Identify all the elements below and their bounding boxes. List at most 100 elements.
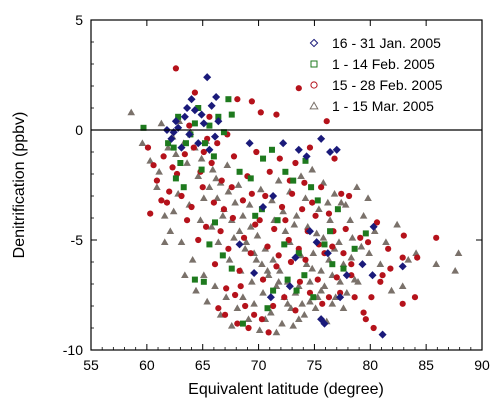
series-2-point-1	[165, 140, 172, 147]
series-3-point-68	[348, 272, 355, 279]
series-4-point-85	[281, 227, 290, 235]
legend-marker-3	[310, 81, 318, 89]
series-4-point-125	[203, 297, 211, 305]
series-2-point-17	[172, 175, 179, 182]
series-2-point-33	[301, 272, 308, 279]
series-2-point-50	[293, 287, 300, 294]
series-4-point-149	[290, 220, 299, 228]
series-4-point-154	[346, 216, 354, 224]
series-3-point-102	[385, 245, 392, 252]
series-3-point-41	[348, 261, 355, 268]
series-3-point-2	[206, 113, 213, 120]
series-4-point-118	[138, 139, 147, 147]
series-4-point-105	[364, 194, 372, 202]
series-4-point-93	[370, 227, 379, 235]
series-3-point-85	[199, 184, 206, 191]
series-4-point-146	[257, 185, 265, 193]
series-4-point-80	[225, 256, 234, 263]
series-3-point-45	[399, 254, 406, 261]
series-3-point-22	[181, 151, 188, 158]
series-4-point-147	[268, 196, 276, 204]
series-4-point-99	[297, 172, 305, 180]
series-4-point-129	[250, 300, 258, 307]
series-4-point-122	[196, 216, 205, 224]
series-4-point-82	[248, 278, 256, 285]
series-3-point-115	[288, 190, 296, 197]
series-4-point-49	[339, 304, 348, 312]
series-3-point-53	[195, 236, 202, 244]
series-4-point-97	[274, 176, 283, 184]
series-2-point-39	[219, 252, 226, 259]
series-2-point-21	[260, 155, 267, 162]
series-4-point-65	[177, 238, 186, 246]
series-1-point-28	[269, 191, 278, 201]
series-3-point-96	[333, 274, 340, 281]
series-2-point-26	[308, 184, 315, 191]
series-3-point-70	[234, 320, 241, 327]
series-3-point-78	[282, 217, 289, 224]
series-1-points	[162, 73, 407, 339]
y-tick-label-3: 5	[75, 12, 83, 28]
series-4-point-148	[279, 207, 287, 215]
series-4-point-18	[224, 187, 233, 195]
series-2-point-3	[175, 113, 182, 120]
series-3-point-25	[208, 159, 215, 167]
x-tick-label-1: 60	[139, 357, 155, 373]
series-2-point-27	[314, 197, 321, 204]
series-3-point-20	[153, 177, 161, 184]
series-3-point-8	[273, 111, 280, 118]
series-1-point-29	[305, 227, 314, 236]
series-3-point-89	[252, 221, 259, 228]
series-3-point-50	[150, 162, 157, 169]
series-2-point-9	[201, 140, 208, 147]
series-4-point-31	[272, 282, 281, 290]
series-2-point-7	[191, 120, 198, 127]
series-4-point-104	[353, 183, 361, 191]
plot-area-frame	[90, 19, 483, 351]
series-2-point-5	[182, 140, 189, 147]
series-3-point-92	[287, 258, 295, 266]
series-3-point-69	[362, 316, 369, 323]
series-1-point-33	[317, 315, 326, 324]
series-2-point-34	[284, 276, 291, 283]
series-1-point-40	[378, 330, 387, 339]
legend-item-1: 16 - 31 Jan. 2005	[309, 35, 441, 51]
series-4-point-4	[172, 150, 180, 158]
series-2-point-45	[329, 261, 336, 268]
series-1-point-24	[317, 134, 326, 143]
series-2-point-19	[236, 168, 243, 175]
series-3-point-29	[248, 190, 255, 197]
series-3-point-109	[160, 153, 167, 160]
series-3-point-79	[299, 206, 306, 213]
series-4-point-83	[259, 289, 267, 296]
series-4-point-58	[432, 260, 440, 268]
series-3-point-6	[248, 98, 255, 105]
series-3-point-15	[301, 179, 308, 186]
series-4-point-2	[164, 143, 172, 151]
series-3-point-86	[210, 199, 217, 206]
series-3-point-37	[312, 212, 319, 219]
series-1-point-37	[358, 260, 367, 269]
series-1-point-26	[332, 145, 341, 154]
series-2-point-22	[268, 146, 275, 153]
series-3-point-28	[239, 197, 247, 204]
series-3-point-9	[295, 85, 302, 92]
series-3-point-93	[302, 256, 309, 263]
series-2-point-32	[295, 250, 302, 257]
series-4-point-71	[244, 315, 253, 323]
series-4-point-22	[239, 212, 247, 219]
series-4-point-150	[301, 194, 310, 202]
series-2-point-37	[239, 320, 246, 327]
series-3-point-66	[325, 294, 333, 301]
series-1-point-2	[180, 112, 189, 121]
series-3-point-90	[264, 243, 271, 250]
series-4-point-0	[127, 108, 136, 116]
series-2-point-13	[220, 129, 227, 136]
series-1-point-30	[312, 238, 321, 247]
series-1-point-9	[210, 132, 220, 141]
series-4-points	[127, 108, 463, 336]
series-3-point-57	[232, 291, 239, 299]
series-3-point-107	[266, 168, 273, 175]
x-axis-title: Equivalent latitude (degree)	[188, 381, 384, 398]
series-3-point-17	[338, 190, 345, 197]
